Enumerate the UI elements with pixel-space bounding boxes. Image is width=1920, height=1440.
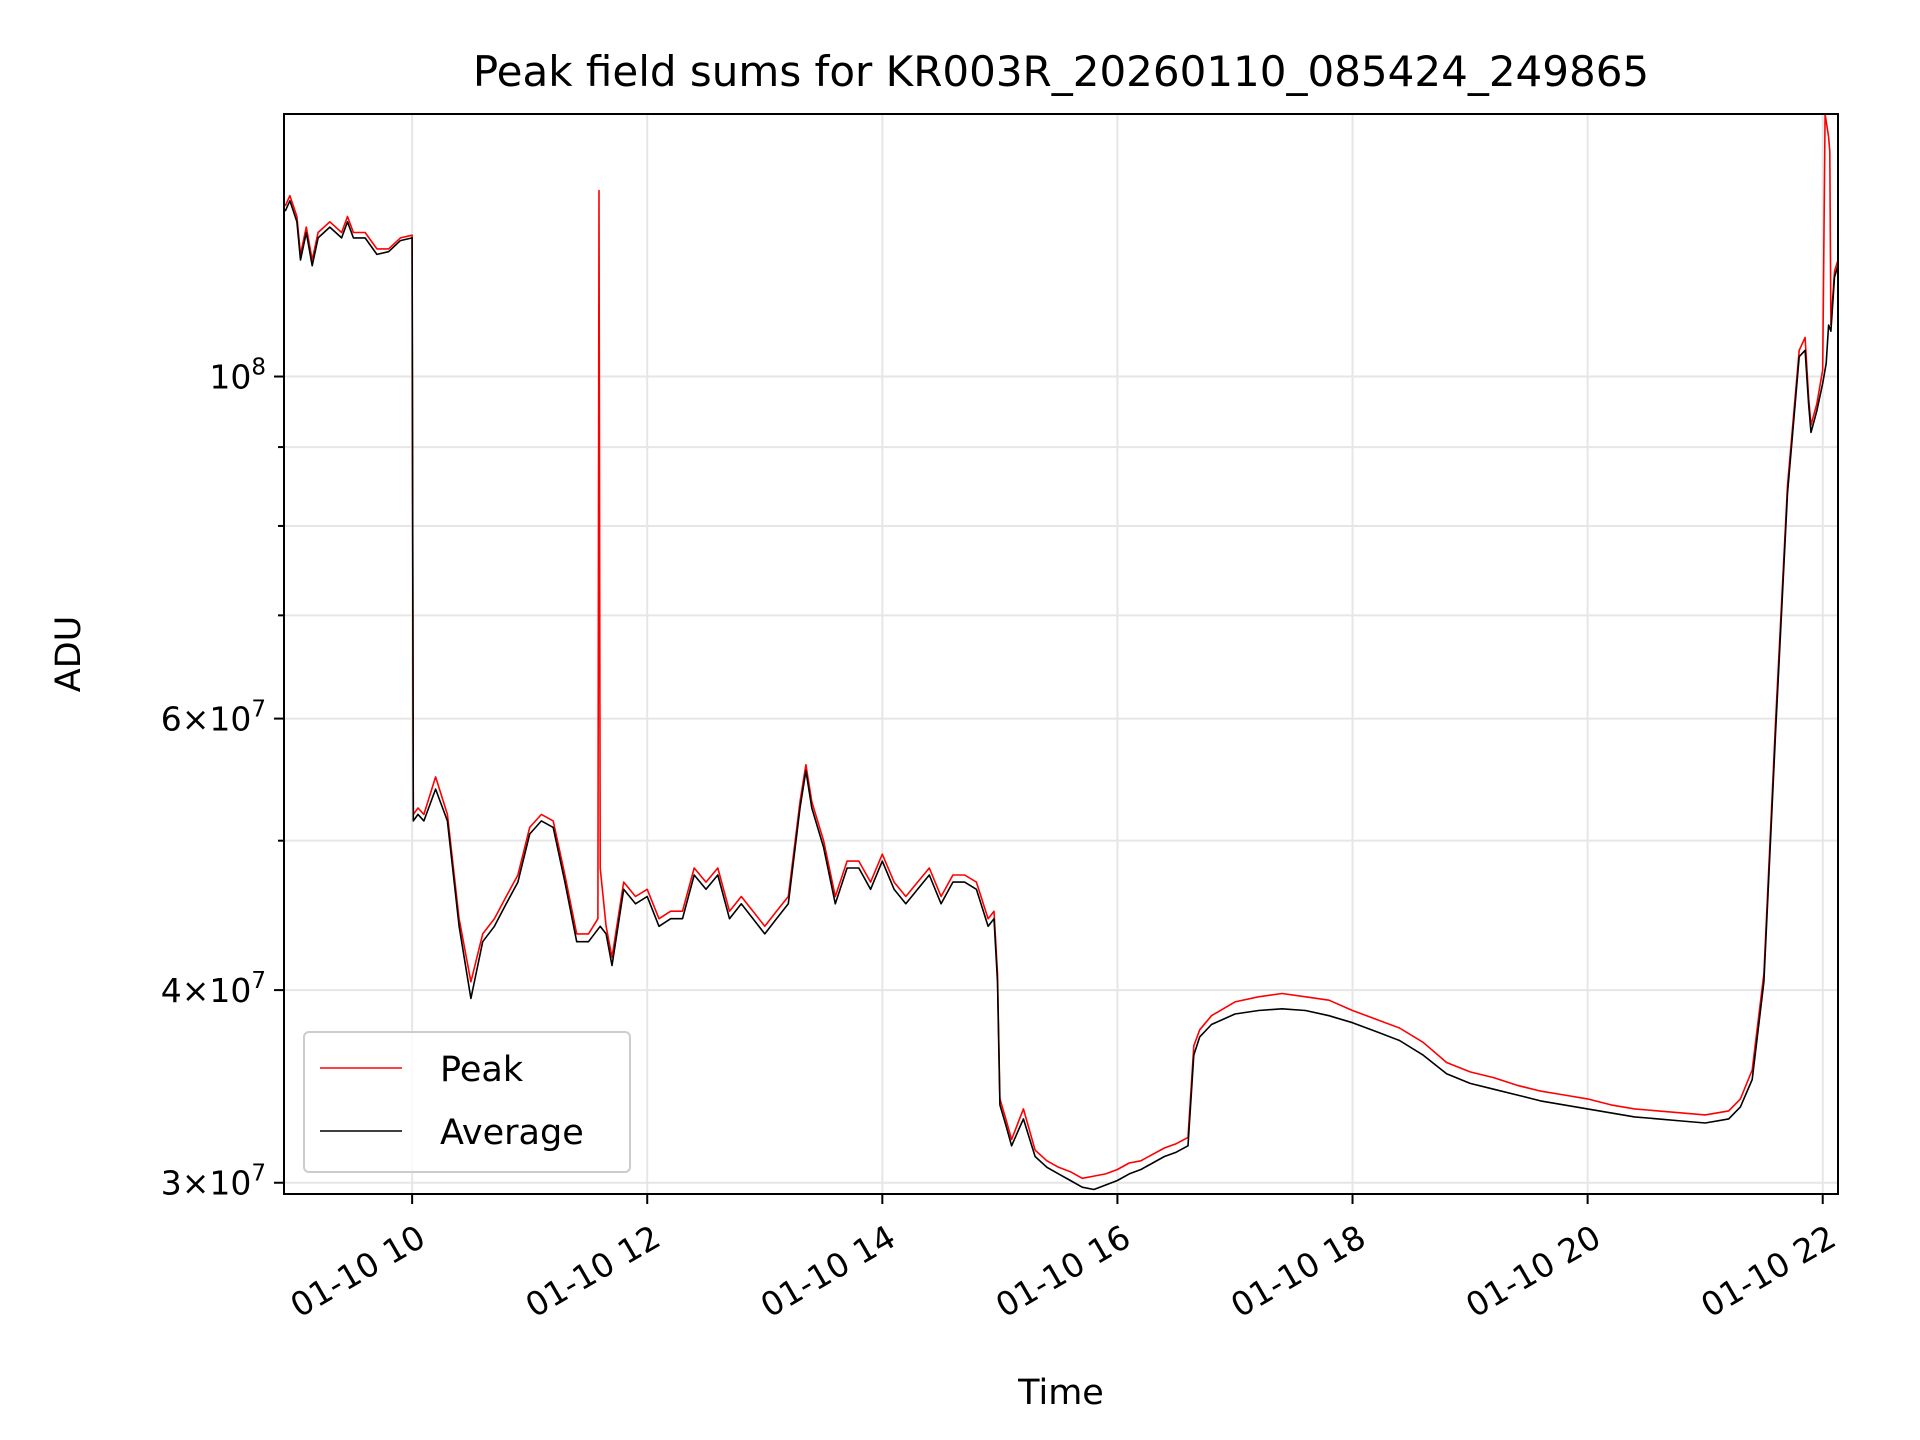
y-tick-label: 4×107 bbox=[161, 968, 266, 1010]
series-line-peak bbox=[284, 114, 1838, 1180]
legend-label-average: Average bbox=[440, 1113, 584, 1153]
y-tick-label: 108 bbox=[209, 355, 266, 397]
chart-title: Peak field sums for KR003R_20260110_0854… bbox=[473, 47, 1649, 96]
legend-box bbox=[303, 1031, 631, 1173]
plot-frame bbox=[283, 113, 1839, 1195]
legend-label-peak: Peak bbox=[440, 1050, 524, 1090]
series-lines bbox=[284, 114, 1838, 1191]
y-tick-label: 3×107 bbox=[161, 1161, 266, 1203]
legend: Peak Average bbox=[303, 1031, 631, 1173]
y-tick-label: 6×107 bbox=[161, 697, 266, 739]
series-line-average bbox=[284, 200, 1838, 1191]
y-axis-title: ADU bbox=[49, 616, 89, 693]
x-axis-title: Time bbox=[1017, 1373, 1104, 1413]
grid bbox=[284, 114, 1838, 1194]
